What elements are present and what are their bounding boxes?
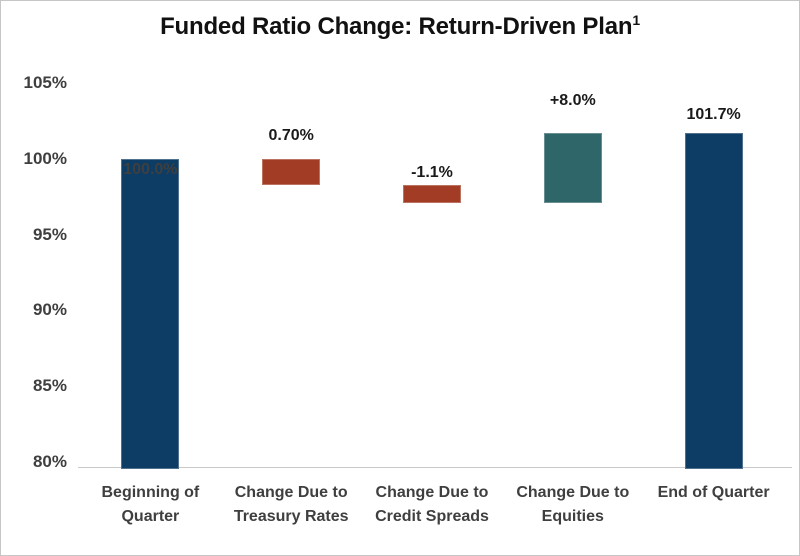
y-axis-tick-85: 85% xyxy=(32,376,67,396)
bar-change-credit-spreads xyxy=(403,184,461,203)
x-axis-label-credit-spreads: Change Due to Credit Spreads xyxy=(375,484,489,525)
y-axis-tick-80: 80% xyxy=(32,452,67,471)
y-axis-tick-90: 90% xyxy=(32,300,67,320)
bar-value-label-beginning: 100.0% xyxy=(123,160,178,178)
y-axis-tick-100: 100% xyxy=(23,148,67,168)
bar-beginning-of-quarter xyxy=(121,158,180,469)
x-axis-label-equities: Change Due to Equities xyxy=(516,484,630,525)
x-axis-label-end-of-quarter: End of Quarter xyxy=(657,484,770,501)
y-axis-tick-95: 95% xyxy=(32,224,67,244)
y-axis-tick-105: 105% xyxy=(23,73,67,92)
bar-change-treasury-rates xyxy=(262,158,321,185)
bar-end-of-quarter xyxy=(684,133,743,469)
bar-value-label-treasury: 0.70% xyxy=(268,127,314,144)
chart-title-text: Funded Ratio Change: Return-Driven Plan xyxy=(160,13,633,40)
x-axis-label-treasury-rates: Change Due to Treasury Rates xyxy=(233,484,349,525)
chart-title: Funded Ratio Change: Return-Driven Plan1 xyxy=(1,12,799,41)
chart-title-superscript: 1 xyxy=(632,12,640,28)
bar-change-equities xyxy=(543,133,602,203)
bar-value-label-credit: -1.1% xyxy=(411,164,453,181)
bar-value-label-end: 101.7% xyxy=(686,106,741,123)
x-axis-line xyxy=(78,467,792,468)
x-axis-label-beginning-of-quarter: Beginning of Quarter xyxy=(101,484,200,525)
bar-value-label-equities: +8.0% xyxy=(549,92,596,109)
